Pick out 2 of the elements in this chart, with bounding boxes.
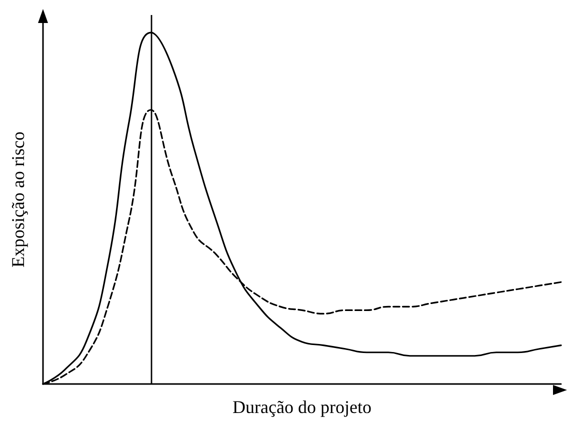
- y-axis-title: Exposição ao risco: [8, 132, 28, 268]
- x-axis-title: Duração do projeto: [232, 397, 372, 417]
